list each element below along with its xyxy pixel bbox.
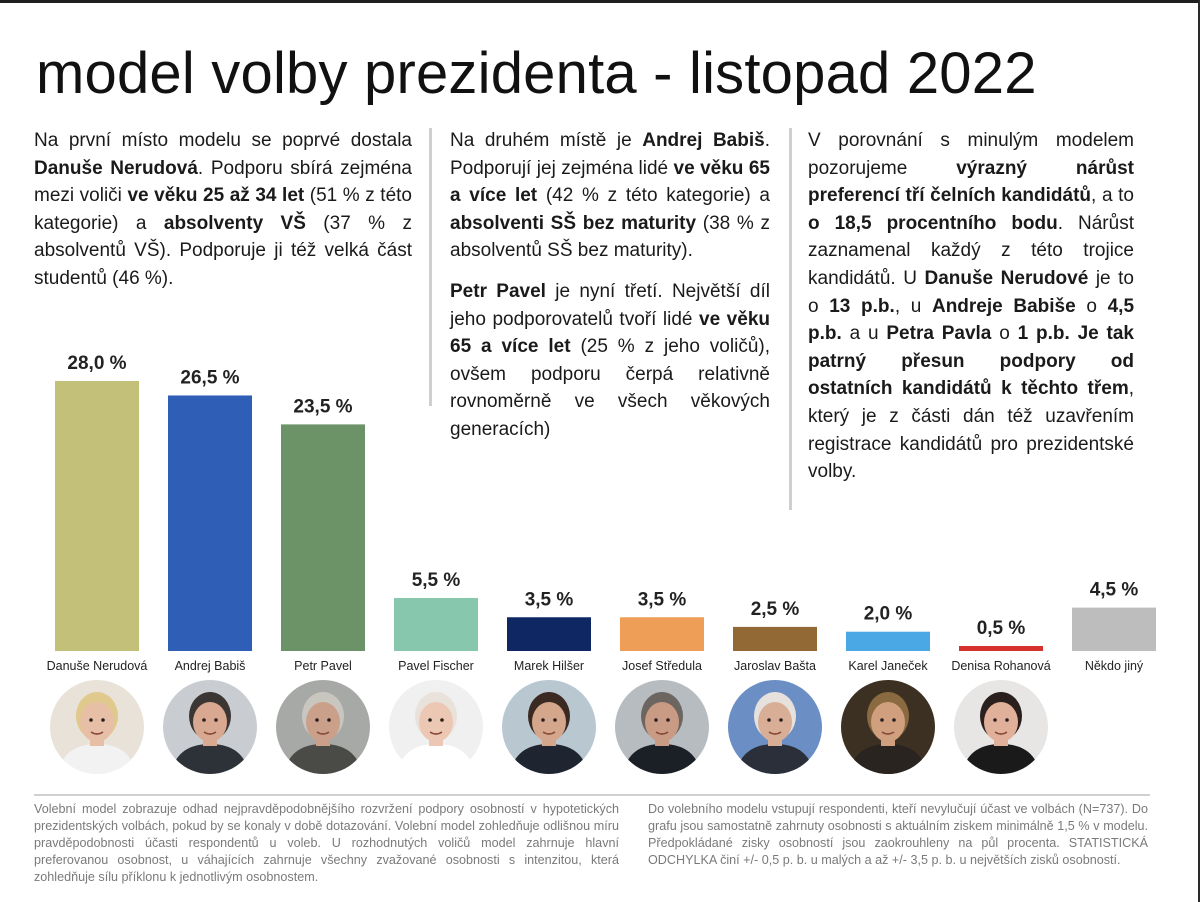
category-label: Karel Janeček — [848, 659, 928, 673]
bar — [620, 617, 704, 651]
bar — [733, 626, 817, 651]
column-paragraph: Na první místo modelu se poprvé dostala … — [34, 130, 412, 289]
bar — [507, 617, 591, 651]
candidate-photo — [389, 680, 483, 774]
category-label: Marek Hilšer — [514, 659, 584, 673]
text-column-2: Na druhém místě je Andrej Babiš. Podporu… — [450, 127, 770, 444]
candidate-photos — [0, 680, 1200, 780]
bar-value-label: 23,5 % — [293, 396, 352, 417]
bar-chart: 28,0 % Danuše Nerudová 26,5 % Andrej Babiš 2… — [47, 353, 1156, 673]
column-divider-1 — [429, 128, 432, 406]
bar-value-label: 2,0 % — [864, 604, 913, 625]
category-label: Jaroslav Bašta — [734, 659, 816, 673]
candidate-photo — [615, 680, 709, 774]
bar-value-label: 5,5 % — [412, 570, 461, 591]
bar-value-label: 26,5 % — [180, 367, 239, 388]
candidate-photo — [50, 680, 144, 774]
candidate-photo — [841, 680, 935, 774]
category-label: Danuše Nerudová — [47, 659, 148, 673]
top-border — [0, 0, 1200, 3]
bar — [1072, 607, 1156, 651]
category-label: Pavel Fischer — [398, 659, 474, 673]
bar-value-label: 4,5 % — [1090, 580, 1139, 601]
candidate-photo — [163, 680, 257, 774]
footnote-divider — [34, 794, 1150, 796]
bar — [168, 395, 252, 651]
category-label: Andrej Babiš — [175, 659, 246, 673]
category-label: Denisa Rohanová — [951, 659, 1050, 673]
bar — [394, 597, 478, 651]
footnote-left: Volební model zobrazuje odhad nejpravděp… — [34, 802, 619, 884]
bar-value-label: 28,0 % — [67, 353, 126, 374]
category-label: Josef Středula — [622, 659, 702, 673]
right-border — [1198, 0, 1200, 902]
bar — [846, 631, 930, 651]
category-label: Někdo jiný — [1085, 659, 1144, 673]
bar — [55, 381, 139, 651]
category-label: Petr Pavel — [294, 659, 352, 673]
page-title: model volby prezidenta - listopad 2022 — [36, 41, 1037, 106]
column-paragraph: Na druhém místě je Andrej Babiš. Podporu… — [450, 130, 770, 262]
text-column-3: V porovnání s minulým modelem pozorujeme… — [808, 127, 1134, 486]
candidate-photo — [276, 680, 370, 774]
bar — [281, 424, 365, 651]
bar-value-label: 0,5 % — [977, 618, 1026, 639]
footnote-right: Do volebního modelu vstupují respondenti… — [648, 802, 1148, 867]
candidate-photo — [728, 680, 822, 774]
bar-value-label: 3,5 % — [525, 589, 574, 610]
bar — [959, 646, 1043, 651]
column-divider-2 — [789, 128, 792, 510]
bar-value-label: 2,5 % — [751, 599, 800, 620]
column-paragraph: Petr Pavel je nyní třetí. Největší díl j… — [450, 280, 770, 440]
bar-value-label: 3,5 % — [638, 589, 687, 610]
candidate-photo — [502, 680, 596, 774]
column-paragraph: V porovnání s minulým modelem pozorujeme… — [808, 130, 1135, 483]
text-column-1: Na první místo modelu se poprvé dostala … — [34, 127, 412, 293]
candidate-photo — [954, 680, 1048, 774]
